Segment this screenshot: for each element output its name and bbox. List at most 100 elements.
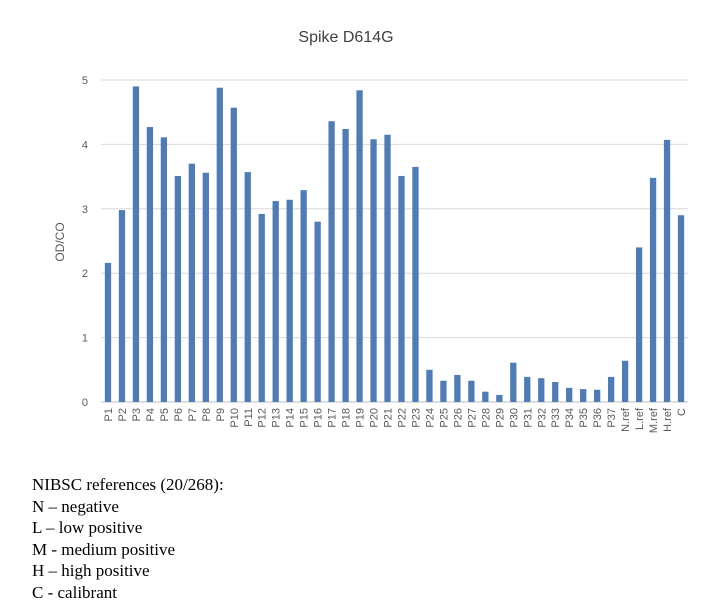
x-tick-label: P2 [117, 408, 129, 421]
bar [552, 382, 559, 402]
x-tick-label: P13 [271, 408, 283, 428]
x-tick-label: P7 [187, 408, 199, 421]
notes-heading: NIBSC references (20/268): [32, 475, 224, 494]
bar [496, 394, 503, 402]
bar [160, 137, 168, 403]
notes-line: N – negative [32, 496, 119, 516]
notes-line: H – high positive [32, 561, 150, 580]
x-tick-label: P22 [396, 408, 408, 428]
bar [468, 380, 475, 402]
bar [300, 190, 307, 402]
bar [594, 389, 601, 402]
x-tick-label: P9 [215, 408, 227, 421]
bar [412, 166, 419, 402]
bar [272, 201, 279, 402]
bar [104, 262, 112, 402]
x-tick-label: P21 [383, 408, 395, 428]
chart-title: Spike D614G [298, 29, 393, 46]
x-tick-label: P5 [159, 408, 171, 421]
bar [258, 213, 265, 402]
notes-line: L – low positive [32, 518, 143, 537]
x-tick-label: P14 [285, 408, 297, 428]
x-tick-label: P29 [494, 408, 506, 428]
bar [216, 87, 223, 402]
bar [398, 175, 405, 402]
bar [188, 163, 195, 402]
x-tick-label: P24 [424, 408, 436, 428]
bar [607, 376, 615, 402]
bar [132, 86, 140, 402]
x-tick-label: P35 [578, 408, 590, 428]
x-tick-label: P12 [257, 408, 269, 428]
x-tick-label: P17 [327, 408, 339, 428]
notes: NIBSC references (20/268): N – negative … [32, 474, 224, 603]
x-tick-label: P28 [480, 408, 492, 428]
x-tick-label: P18 [341, 408, 353, 428]
bar [286, 199, 293, 402]
x-tick-label: P37 [606, 408, 618, 428]
x-tick-label: P30 [508, 408, 520, 428]
bar [663, 139, 671, 402]
x-tick-label: P34 [564, 408, 576, 428]
x-tick-label: P16 [313, 408, 325, 428]
bar [342, 128, 349, 402]
notes-line: C - calibrant [32, 582, 117, 602]
bar [677, 215, 685, 402]
bar [426, 369, 433, 402]
y-tick-label: 2 [82, 268, 88, 280]
bar [384, 134, 391, 403]
y-tick-label: 5 [82, 75, 88, 87]
y-tick-label: 1 [82, 333, 88, 345]
bar [202, 172, 209, 402]
bar [510, 362, 517, 402]
bar [370, 139, 377, 403]
bar [314, 221, 321, 402]
x-tick-label: P19 [355, 408, 367, 428]
y-tick-label: 4 [82, 139, 88, 151]
bar [440, 380, 447, 402]
notes-line: M - medium positive [32, 539, 176, 559]
x-tick-label: M.ref [648, 407, 660, 433]
x-tick-label: P20 [369, 408, 381, 428]
bar [454, 374, 461, 402]
x-tick-label: C [676, 408, 688, 416]
x-tick-label: P36 [592, 408, 604, 428]
bar [649, 177, 657, 402]
bar [244, 172, 251, 402]
bar [230, 107, 237, 402]
x-tick-label: P11 [243, 408, 255, 427]
bar [566, 387, 573, 402]
bar [635, 247, 643, 402]
bar [356, 90, 363, 402]
bar [524, 376, 531, 402]
y-tick-label: 0 [82, 397, 88, 409]
x-tick-label: P15 [299, 408, 311, 428]
x-tick-label: P32 [536, 408, 548, 428]
x-tick-label: P1 [103, 408, 115, 421]
x-tick-label: P8 [201, 408, 213, 421]
x-tick-label: L.ref [634, 407, 646, 430]
bar [146, 127, 154, 403]
x-tick-label: P26 [452, 408, 464, 428]
x-tick-label: P33 [550, 408, 562, 428]
bar [174, 175, 182, 402]
x-tick-label: P23 [410, 408, 422, 428]
bar [482, 391, 489, 402]
x-tick-label: P25 [438, 408, 450, 428]
x-tick-label: P6 [173, 408, 185, 421]
bar [580, 389, 587, 402]
x-tick-label: P3 [131, 408, 143, 421]
x-tick-label: P27 [466, 408, 478, 428]
x-tick-label: H.ref [662, 407, 674, 432]
y-tick-label: 3 [82, 204, 88, 216]
x-tick-label: P4 [145, 408, 157, 421]
x-tick-label: P10 [229, 408, 241, 428]
bar [118, 210, 126, 402]
x-tick-label: N.ref [620, 407, 632, 432]
bar [621, 360, 629, 402]
bar [328, 121, 335, 402]
y-axis-label: OD/CO [53, 222, 67, 261]
x-tick-label: P31 [522, 408, 534, 428]
bar [538, 378, 545, 402]
